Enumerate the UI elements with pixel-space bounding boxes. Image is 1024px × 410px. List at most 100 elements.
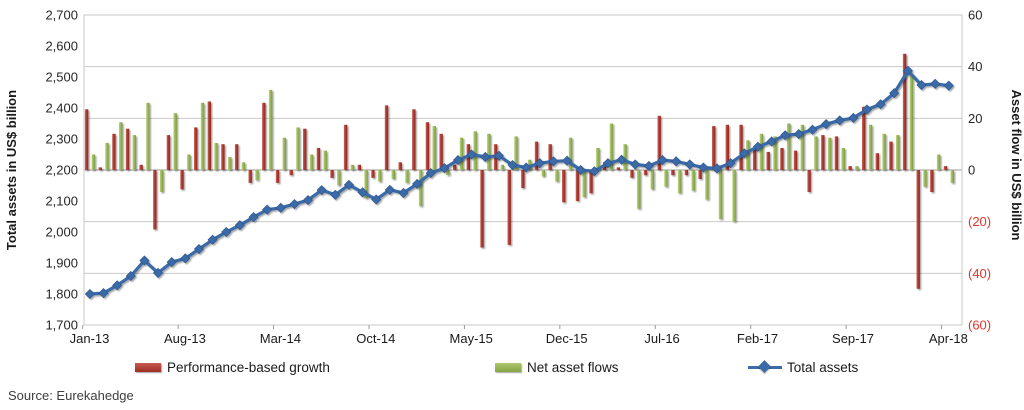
- net-flow-bar: [309, 154, 314, 170]
- performance-bar: [262, 102, 266, 170]
- total-assets-marker: [807, 124, 818, 135]
- performance-bar: [330, 170, 334, 178]
- total-assets-marker: [902, 65, 913, 76]
- performance-bar: [766, 151, 770, 170]
- total-assets-marker: [207, 234, 218, 245]
- total-assets-marker: [425, 168, 436, 179]
- total-assets-line: [84, 65, 954, 300]
- performance-bar: [180, 170, 184, 190]
- net-flow-bar: [282, 137, 286, 170]
- performance-bar: [343, 124, 348, 170]
- total-assets-marker: [371, 194, 382, 205]
- net-flow-bar: [637, 170, 641, 209]
- performance-bar: [848, 166, 852, 170]
- total-assets-marker: [875, 99, 886, 110]
- performance-bar: [194, 127, 198, 170]
- performance-bar: [221, 144, 225, 170]
- legend-item-total-assets: Total assets: [748, 356, 858, 378]
- x-axis-label: Dec-15: [546, 331, 588, 346]
- total-assets-marker: [193, 244, 204, 255]
- performance-bar: [125, 128, 130, 170]
- performance-bar: [371, 170, 375, 178]
- net-flow-bar: [159, 170, 164, 192]
- performance-bars: [84, 53, 948, 289]
- total-assets-marker: [98, 288, 109, 299]
- net-flow-bar: [950, 170, 954, 183]
- total-assets-marker: [711, 163, 723, 174]
- total-assets-marker: [848, 112, 859, 123]
- performance-bar: [316, 148, 321, 170]
- x-axis-label: Aug-13: [164, 331, 206, 346]
- net-flow-bar: [432, 126, 436, 170]
- right-axis-tick-labels: 60 40 20 0 (20) (40) (60): [968, 8, 991, 333]
- net-flow-bar: [732, 170, 736, 222]
- net-flow-bar: [405, 170, 409, 183]
- net-flow-bar: [268, 89, 273, 170]
- performance-bar: [575, 170, 580, 201]
- net-flow-bar: [596, 148, 600, 170]
- left-axis-label: 2,500: [45, 70, 78, 85]
- net-flow-bar: [923, 170, 927, 187]
- right-axis-label: 0: [968, 163, 975, 178]
- x-axis-tick-labels: Jan-13 Aug-13 Mar-14 Oct-14 May-15 Dec-15 Jul-…: [70, 325, 968, 346]
- net-flow-bar: [378, 170, 382, 182]
- net-flow-bar: [814, 136, 818, 170]
- total-assets-marker: [84, 288, 95, 300]
- net-flow-bar: [541, 170, 545, 177]
- left-axis-label: 1,800: [45, 287, 78, 302]
- net-flow-bar: [609, 123, 614, 170]
- right-axis-label: (20): [968, 214, 991, 229]
- net-flow-bar: [214, 142, 218, 170]
- left-axis-tick-labels: 2,700 2,600 2,500 2,400 2,300 2,200 2,100 2,000…: [45, 8, 78, 333]
- total-assets-marker: [480, 151, 491, 163]
- total-assets-marker: [780, 130, 791, 141]
- net-flows-swatch-icon: [495, 362, 521, 372]
- net-flow-bar: [855, 166, 859, 170]
- x-axis-label: Jul-16: [644, 331, 679, 346]
- performance-bar: [616, 167, 620, 170]
- total-assets-marker: [289, 199, 300, 210]
- net-flow-bar: [841, 148, 845, 170]
- net-flow-bar: [173, 113, 177, 170]
- net-flow-bar: [105, 142, 109, 170]
- total-assets-marker: [889, 88, 900, 99]
- x-axis-label: Jan-13: [70, 331, 110, 346]
- left-axis-label: 2,200: [45, 163, 78, 178]
- performance-bar: [684, 170, 689, 176]
- performance-bar: [425, 122, 430, 170]
- performance-bar: [548, 144, 552, 170]
- net-flow-bar: [650, 170, 654, 190]
- x-axis-label: Mar-14: [260, 331, 301, 346]
- right-axis-label: (60): [968, 318, 991, 333]
- net-flow-bar: [555, 170, 559, 182]
- performance-bar: [943, 166, 948, 170]
- net-flow-bar: [691, 170, 695, 191]
- total-assets-marker: [180, 253, 191, 264]
- total-assets-marker: [861, 104, 872, 115]
- total-assets-marker: [766, 136, 777, 147]
- net-flow-bar: [936, 154, 941, 170]
- total-assets-marker: [466, 149, 477, 160]
- net-flow-bar: [882, 133, 886, 170]
- performance-bar: [780, 148, 784, 170]
- total-assets-marker: [521, 162, 532, 173]
- x-axis-label: Oct-14: [356, 331, 395, 346]
- performance-bar: [412, 109, 416, 170]
- performance-bar: [643, 170, 648, 176]
- performance-bar: [234, 144, 239, 170]
- net-flow-bar: [323, 150, 327, 170]
- performance-bar: [712, 126, 716, 170]
- net-flow-bar: [418, 170, 423, 207]
- performance-bar: [930, 170, 934, 192]
- combo-chart: 2,700 2,600 2,500 2,400 2,300 2,200 2,100 2,000…: [4, 8, 1024, 347]
- performance-bar: [793, 150, 798, 170]
- performance-bar: [562, 170, 566, 203]
- legend-label-total-assets: Total assets: [787, 359, 859, 375]
- right-axis-label: (40): [968, 266, 991, 281]
- total-assets-marker: [834, 115, 845, 126]
- net-flow-bar: [241, 162, 246, 171]
- net-flow-bar: [337, 170, 341, 186]
- net-flow-bar: [459, 137, 464, 170]
- legend-item-performance: Performance-based growth: [135, 356, 330, 378]
- left-axis-label: 2,000: [45, 225, 78, 240]
